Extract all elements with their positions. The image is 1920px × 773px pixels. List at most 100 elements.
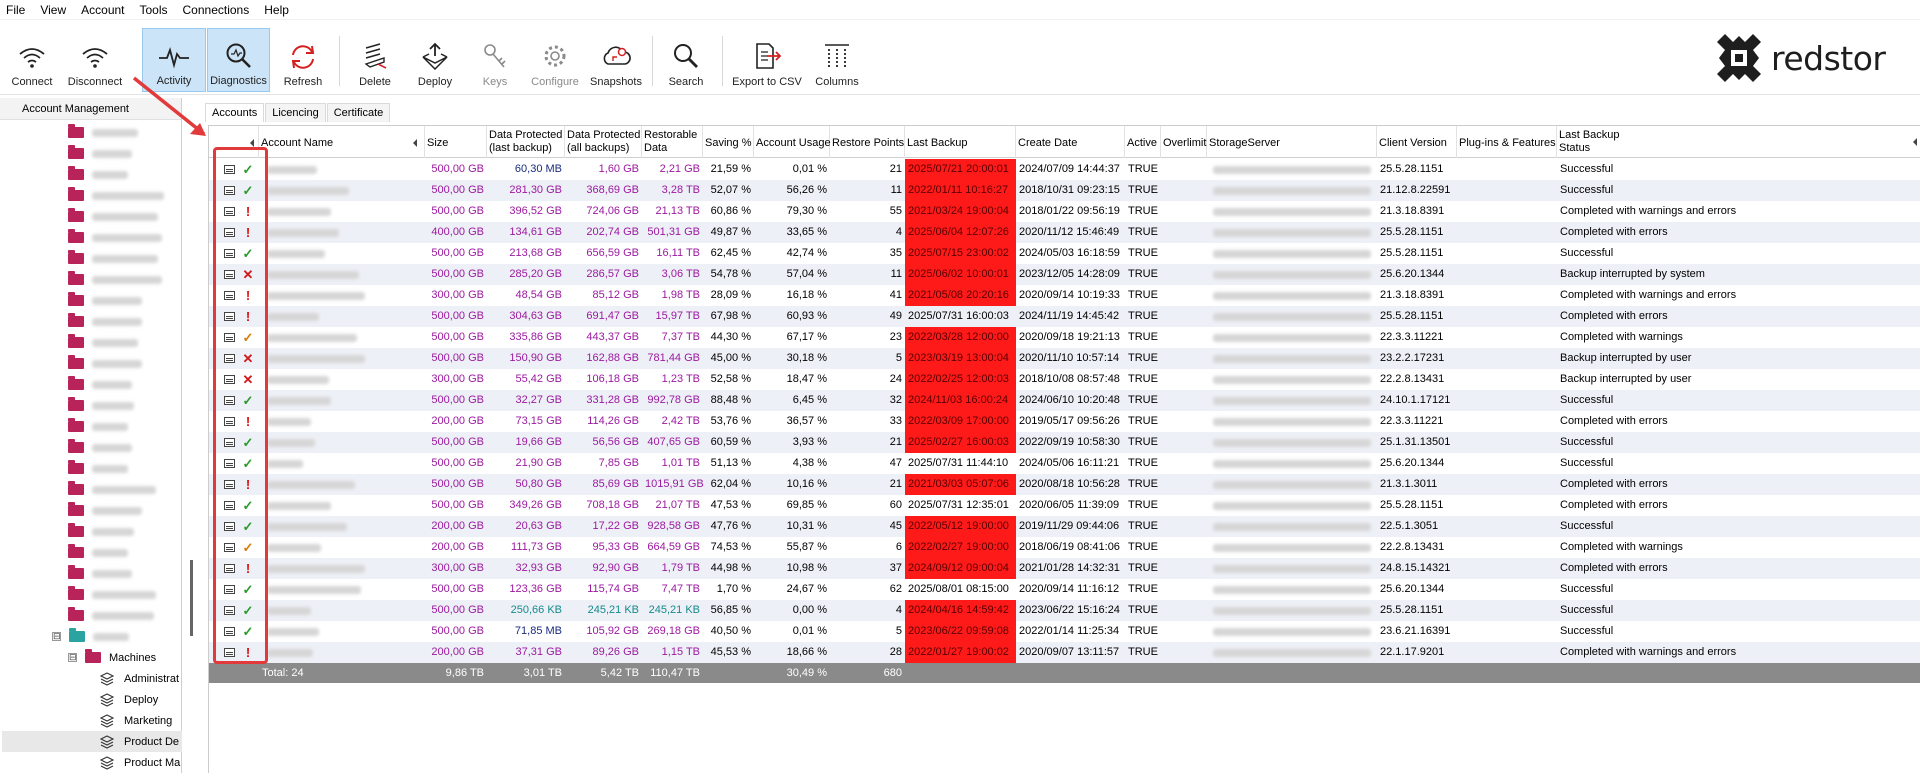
details-icon[interactable] — [224, 165, 235, 174]
table-row[interactable]: ! 500,00 GB 396,52 GB 724,06 GB 21,13 TB 60,8… — [209, 201, 1920, 222]
table-row[interactable]: ✓ 500,00 GB 349,26 GB 708,18 GB 21,07 TB 47,5… — [209, 495, 1920, 516]
table-row[interactable]: ! 400,00 GB 134,61 GB 202,74 GB 501,31 GB 49,… — [209, 222, 1920, 243]
table-row[interactable]: ! 300,00 GB 32,93 GB 92,90 GB 1,79 TB 44,98 %… — [209, 558, 1920, 579]
table-row[interactable]: ✕ 500,00 GB 150,90 GB 162,88 GB 781,44 GB 45,… — [209, 348, 1920, 369]
details-icon[interactable] — [224, 438, 235, 447]
header-storage-server[interactable]: StorageServer — [1207, 126, 1377, 158]
tab-certificate[interactable]: Certificate — [326, 103, 391, 122]
header-client-version[interactable]: Client Version — [1377, 126, 1457, 158]
details-icon[interactable] — [224, 249, 235, 258]
tree-scrollbar[interactable] — [190, 560, 193, 636]
tree-item-machines[interactable]: ⊟ Machines — [68, 647, 156, 668]
table-row[interactable]: ! 500,00 GB 304,63 GB 691,47 GB 15,97 TB 67,9… — [209, 306, 1920, 327]
details-icon[interactable] — [224, 333, 235, 342]
menu-account[interactable]: Account — [81, 2, 125, 17]
tree-item-blurred[interactable] — [68, 353, 142, 374]
collapse-toggle-icon[interactable]: ⊟ — [52, 631, 61, 641]
details-icon[interactable] — [224, 228, 235, 237]
tree-item-blurred[interactable] — [68, 416, 128, 437]
header-restorable-data[interactable]: Restorable Data — [642, 126, 703, 158]
header-active[interactable]: Active — [1125, 126, 1161, 158]
table-row[interactable]: ✓ 500,00 GB 250,66 KB 245,21 KB 245,21 KB 56,… — [209, 600, 1920, 621]
configure-button[interactable]: Configure — [527, 28, 583, 92]
details-icon[interactable] — [224, 270, 235, 279]
details-icon[interactable] — [224, 375, 235, 384]
tree-item-blurred[interactable] — [68, 143, 132, 164]
menu-help[interactable]: Help — [264, 2, 289, 17]
table-row[interactable]: ! 500,00 GB 50,80 GB 85,69 GB 1015,91 GB 62,0… — [209, 474, 1920, 495]
details-icon[interactable] — [224, 186, 235, 195]
tree-item-blurred[interactable] — [68, 437, 132, 458]
details-icon[interactable] — [224, 501, 235, 510]
header-last-backup[interactable]: Last Backup — [905, 126, 1016, 158]
deploy-button[interactable]: Deploy — [410, 28, 460, 92]
refresh-button[interactable]: Refresh — [278, 28, 328, 92]
tree-item-blurred[interactable] — [68, 563, 132, 584]
tree-item-blurred[interactable] — [68, 185, 164, 206]
details-icon[interactable] — [224, 396, 235, 405]
details-icon[interactable] — [224, 543, 235, 552]
header-create-date[interactable]: Create Date — [1016, 126, 1125, 158]
details-icon[interactable] — [224, 564, 235, 573]
header-data-protected-last[interactable]: Data Protected (last backup) — [487, 126, 565, 158]
header-data-protected-all[interactable]: Data Protected (all backups) — [565, 126, 642, 158]
tree-item-blurred[interactable] — [68, 542, 128, 563]
header-account-usage[interactable]: Account Usage — [754, 126, 831, 158]
details-icon[interactable] — [224, 648, 235, 657]
tree-item-blurred[interactable] — [68, 395, 134, 416]
connect-button[interactable]: Connect — [8, 28, 56, 92]
keys-button[interactable]: Keys — [470, 28, 520, 92]
details-icon[interactable] — [224, 585, 235, 594]
header-last-backup-status[interactable]: Last Backup Status — [1557, 126, 1920, 158]
tree-item-blurred[interactable] — [68, 248, 158, 269]
tree-item-machine[interactable]: Product Ma — [100, 752, 180, 773]
export-csv-button[interactable]: Export to CSV — [730, 28, 804, 92]
tree-item-blurred[interactable] — [68, 521, 134, 542]
table-row[interactable]: ! 200,00 GB 73,15 GB 114,26 GB 2,42 TB 53,76 … — [209, 411, 1920, 432]
tree-item-blurred[interactable] — [68, 269, 162, 290]
disconnect-button[interactable]: Disconnect — [66, 28, 124, 92]
details-icon[interactable] — [224, 459, 235, 468]
columns-button[interactable]: Columns — [811, 28, 863, 92]
tree-item-machine[interactable]: Deploy — [100, 689, 158, 710]
details-icon[interactable] — [224, 480, 235, 489]
menu-view[interactable]: View — [40, 2, 67, 17]
menu-file[interactable]: File — [6, 2, 26, 17]
header-saving[interactable]: Saving % — [703, 126, 754, 158]
header-plugins[interactable]: Plug-ins & Features — [1457, 126, 1557, 158]
table-row[interactable]: ✓ 500,00 GB 71,85 MB 105,92 GB 269,18 GB 40,5… — [209, 621, 1920, 642]
header-account-name[interactable]: Account Name — [259, 126, 425, 158]
table-row[interactable]: ✓ 200,00 GB 20,63 GB 17,22 GB 928,58 GB 47,76… — [209, 516, 1920, 537]
tree-item-blurred[interactable] — [68, 479, 156, 500]
table-row[interactable]: ✓ 500,00 GB 21,90 GB 7,85 GB 1,01 TB 51,13 % 4… — [209, 453, 1920, 474]
tree-item-blurred[interactable] — [68, 500, 142, 521]
header-overlimit[interactable]: Overlimit — [1161, 126, 1207, 158]
tree-item-blurred[interactable] — [68, 605, 154, 626]
details-icon[interactable] — [224, 606, 235, 615]
header-restore-points[interactable]: Restore Points — [830, 126, 905, 158]
header-status[interactable] — [209, 126, 259, 158]
tree-item-machine[interactable]: Administrat — [100, 668, 179, 689]
table-row[interactable]: ✕ 300,00 GB 55,42 GB 106,18 GB 1,23 TB 52,58 … — [209, 369, 1920, 390]
delete-button[interactable]: Delete — [350, 28, 400, 92]
snapshots-button[interactable]: Snapshots — [588, 28, 644, 92]
table-row[interactable]: ✕ 500,00 GB 285,20 GB 286,57 GB 3,06 TB 54,78… — [209, 264, 1920, 285]
table-row[interactable]: ✓ 500,00 GB 123,36 GB 115,74 GB 7,47 TB 1,70 … — [209, 579, 1920, 600]
table-row[interactable]: ✓ 500,00 GB 213,68 GB 656,59 GB 16,11 TB 62,4… — [209, 243, 1920, 264]
menu-tools[interactable]: Tools — [139, 2, 168, 17]
table-row[interactable]: ✓ 500,00 GB 281,30 GB 368,69 GB 3,28 TB 52,07… — [209, 180, 1920, 201]
tree-item-blurred[interactable] — [68, 374, 132, 395]
tab-accounts[interactable]: Accounts — [205, 103, 265, 122]
menu-connections[interactable]: Connections — [182, 2, 250, 17]
tree-item-blurred[interactable] — [68, 227, 162, 248]
details-icon[interactable] — [224, 207, 235, 216]
details-icon[interactable] — [224, 354, 235, 363]
table-row[interactable]: ! 200,00 GB 37,31 GB 89,26 GB 1,15 TB 45,53 %… — [209, 642, 1920, 663]
tree-item-machine[interactable]: Marketing — [100, 710, 172, 731]
table-row[interactable]: ✓ 500,00 GB 32,27 GB 331,28 GB 992,78 GB 88,4… — [209, 390, 1920, 411]
search-button[interactable]: Search — [660, 28, 712, 92]
details-icon[interactable] — [224, 417, 235, 426]
details-icon[interactable] — [224, 627, 235, 636]
tab-licencing[interactable]: Licencing — [265, 103, 326, 122]
tree-item-blurred[interactable] — [68, 584, 156, 605]
